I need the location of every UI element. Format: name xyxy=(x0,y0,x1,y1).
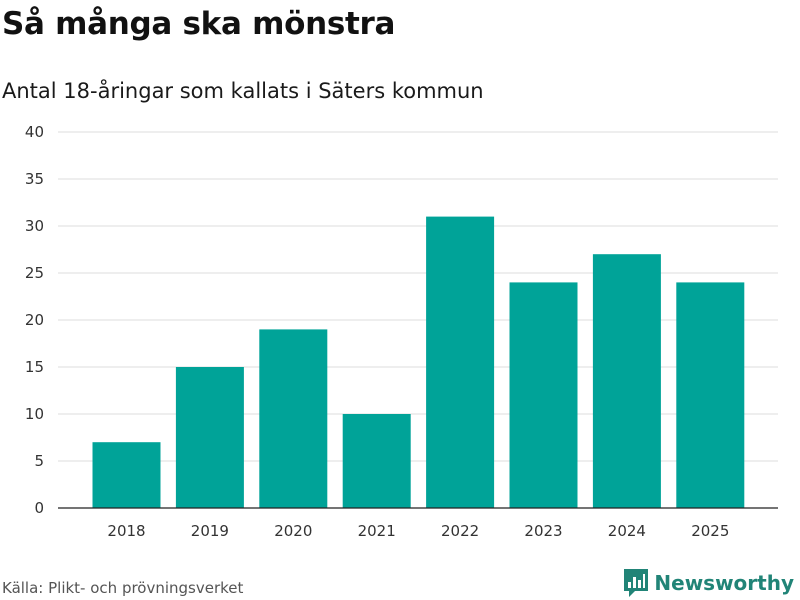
newsworthy-logo-icon xyxy=(624,569,649,597)
bar-2021 xyxy=(342,414,411,508)
bar-2024 xyxy=(592,254,661,508)
bar-layer xyxy=(92,216,745,508)
x-tick-label: 2025 xyxy=(691,522,729,540)
source-note: Källa: Plikt- och prövningsverket xyxy=(2,579,244,597)
brand-name: Newsworthy xyxy=(654,571,794,595)
x-tick-label: 2023 xyxy=(524,522,562,540)
x-tick-label: 2021 xyxy=(358,522,396,540)
grid-layer xyxy=(58,131,778,462)
chart-title: Så många ska mönstra xyxy=(2,6,396,42)
chart-subtitle: Antal 18-åringar som kallats i Säters ko… xyxy=(2,79,484,103)
y-tick-label: 40 xyxy=(25,123,44,141)
x-tick-label: 2024 xyxy=(608,522,646,540)
x-tick-label: 2020 xyxy=(274,522,312,540)
bar-2023 xyxy=(509,282,578,508)
x-tick-label: 2018 xyxy=(107,522,145,540)
x-tick-label: 2019 xyxy=(191,522,229,540)
brand-logo: Newsworthy xyxy=(624,569,794,597)
y-tick-label: 5 xyxy=(34,452,44,470)
y-tick-label: 0 xyxy=(34,499,44,517)
y-tick-label: 15 xyxy=(25,358,44,376)
bar-2022 xyxy=(426,216,495,508)
y-tick-label: 30 xyxy=(25,217,44,235)
y-tick-label: 10 xyxy=(25,405,44,423)
bar-2018 xyxy=(92,442,161,508)
bar-2025 xyxy=(676,282,745,508)
y-tick-label: 35 xyxy=(25,170,44,188)
x-tick-label: 2022 xyxy=(441,522,479,540)
bar-2020 xyxy=(259,329,328,508)
y-tick-label: 25 xyxy=(25,264,44,282)
y-tick-label: 20 xyxy=(25,311,44,329)
bar-2019 xyxy=(175,367,244,508)
